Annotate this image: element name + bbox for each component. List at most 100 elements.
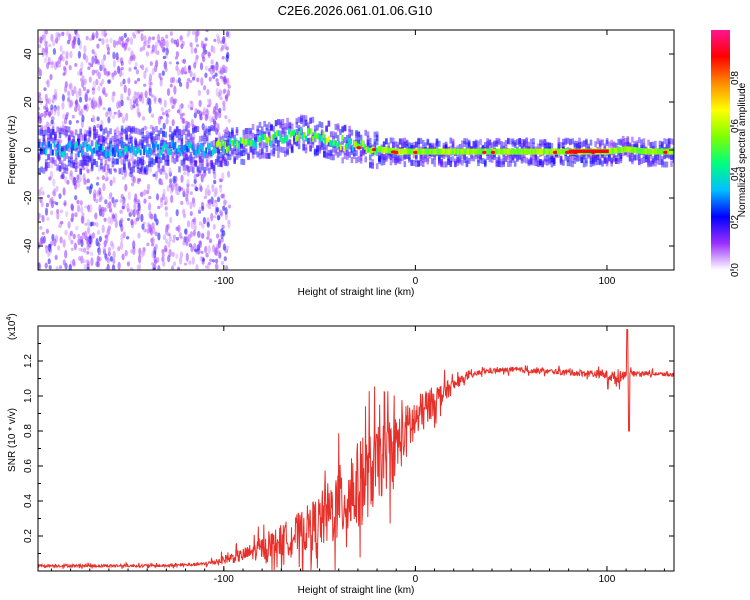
heatmap-ridge-cell xyxy=(439,148,442,155)
heatmap-halo-cell xyxy=(244,148,248,155)
heatmap-noise-cell xyxy=(151,236,155,246)
colorbar-tick-label: 0.4 xyxy=(730,167,741,181)
heatmap-noise-cell xyxy=(107,247,111,252)
heatmap-halo-cell xyxy=(210,141,213,148)
heatmap-noise-cell xyxy=(182,208,186,216)
heatmap-halo-cell xyxy=(461,153,464,159)
heatmap-ridge-cell xyxy=(436,148,439,155)
heatmap-halo-cell xyxy=(421,161,425,167)
heatmap-ridge-cell xyxy=(236,141,239,148)
heatmap-halo-cell xyxy=(573,153,577,160)
heatmap-halo-cell xyxy=(67,126,71,133)
heatmap-noise-cell xyxy=(197,89,201,96)
heatmap-noise-cell xyxy=(186,199,190,206)
heatmap-noise-cell xyxy=(149,124,153,130)
heatmap-halo-cell xyxy=(49,131,53,138)
heatmap-ridge-cell xyxy=(170,141,173,148)
heatmap-noise-cell xyxy=(202,56,206,63)
heatmap-noise-cell xyxy=(169,178,173,185)
heatmap-noise-cell xyxy=(182,58,186,64)
heatmap-halo-cell xyxy=(543,158,547,165)
heatmap-noise-cell xyxy=(187,121,191,129)
heatmap-noise-cell xyxy=(146,183,151,191)
heatmap-halo-cell xyxy=(415,156,418,163)
heatmap-ridge-cell xyxy=(263,133,266,140)
heatmap-halo-cell xyxy=(309,117,312,124)
heatmap-ridge-cell xyxy=(39,147,42,154)
heatmap-halo-cell xyxy=(210,124,213,131)
heatmap-ridge-cell xyxy=(132,147,135,154)
heatmap-halo-cell xyxy=(166,159,170,166)
heatmap-noise-cell xyxy=(136,177,140,185)
heatmap-halo-cell xyxy=(79,168,82,175)
heatmap-halo-cell xyxy=(316,124,319,131)
heatmap-noise-cell xyxy=(146,97,150,105)
heatmap-halo-cell xyxy=(543,155,547,162)
heatmap-halo-cell xyxy=(88,155,92,162)
heatmap-ridge-cell xyxy=(458,148,461,155)
heatmap-noise-cell xyxy=(44,262,48,269)
heatmap-halo-cell xyxy=(415,161,418,168)
heatmap-halo-cell xyxy=(201,151,204,158)
heatmap-halo-cell xyxy=(667,138,671,145)
heatmap-halo-cell xyxy=(152,136,156,142)
heatmap-halo-cell xyxy=(143,166,147,173)
heatmap-noise-cell xyxy=(64,85,68,93)
heatmap-noise-cell xyxy=(173,85,177,95)
heatmap-ridge-cell xyxy=(486,148,489,155)
heatmap-noise-cell xyxy=(195,43,200,48)
heatmap-halo-cell xyxy=(125,127,128,134)
heatmap-halo-cell xyxy=(493,140,496,147)
heatmap-halo-cell xyxy=(523,156,526,163)
heatmap-ridge-cell xyxy=(465,148,468,155)
heatmap-noise-cell xyxy=(106,256,110,264)
heatmap-ridge-cell xyxy=(110,143,113,150)
heatmap-halo-cell xyxy=(72,135,76,142)
heatmap-halo-cell xyxy=(628,143,632,150)
heatmap-ridge-cell xyxy=(103,150,106,157)
heatmap-halo-cell xyxy=(536,160,540,167)
heatmap-noise-cell xyxy=(111,114,116,119)
heatmap-halo-cell xyxy=(208,150,211,157)
heatmap-noise-cell xyxy=(120,166,124,176)
heatmap-halo-cell xyxy=(463,152,466,159)
heatmap-noise-cell xyxy=(194,108,198,116)
heatmap-noise-cell xyxy=(86,266,90,270)
heatmap-noise-cell xyxy=(58,33,62,37)
heatmap-halo-cell xyxy=(502,142,505,149)
heatmap-noise-cell xyxy=(96,116,100,122)
heatmap-halo-cell xyxy=(621,150,625,157)
heatmap-halo-cell xyxy=(375,135,379,142)
heatmap-ridge-cell xyxy=(281,137,284,144)
heatmap-peak-cell xyxy=(591,149,594,153)
heatmap-noise-cell xyxy=(130,209,134,216)
heatmap-noise-cell xyxy=(119,81,123,87)
heatmap-halo-cell xyxy=(267,128,271,135)
heatmap-noise-cell xyxy=(126,203,130,212)
heatmap-noise-cell xyxy=(122,231,126,239)
heatmap-noise-cell xyxy=(77,37,81,46)
heatmap-halo-cell xyxy=(642,145,646,151)
heatmap-halo-cell xyxy=(136,128,140,135)
heatmap-ridge-cell xyxy=(101,145,104,152)
heatmap-halo-cell xyxy=(210,163,213,169)
heatmap-halo-cell xyxy=(585,138,588,145)
heatmap-halo-cell xyxy=(141,127,144,134)
snr-scale-close: ) xyxy=(7,313,18,316)
heatmap-ridge-cell xyxy=(370,147,373,154)
heatmap-ridge-cell xyxy=(427,148,430,155)
heatmap-ridge-cell xyxy=(107,151,109,158)
heatmap-noise-cell xyxy=(212,223,216,230)
heatmap-noise-cell xyxy=(83,105,87,111)
heatmap-halo-cell xyxy=(523,151,526,158)
heatmap-halo-cell xyxy=(569,160,572,167)
heatmap-halo-cell xyxy=(217,160,220,167)
heatmap-halo-cell xyxy=(307,137,310,144)
heatmap-noise-cell xyxy=(207,245,211,254)
heatmap-noise-cell xyxy=(216,82,220,87)
heatmap-peak-cell xyxy=(574,149,577,153)
heatmap-halo-cell xyxy=(97,153,101,160)
heatmap-halo-cell xyxy=(334,132,338,139)
heatmap-ridge-cell xyxy=(82,141,85,148)
heatmap-ridge-cell xyxy=(150,148,153,155)
